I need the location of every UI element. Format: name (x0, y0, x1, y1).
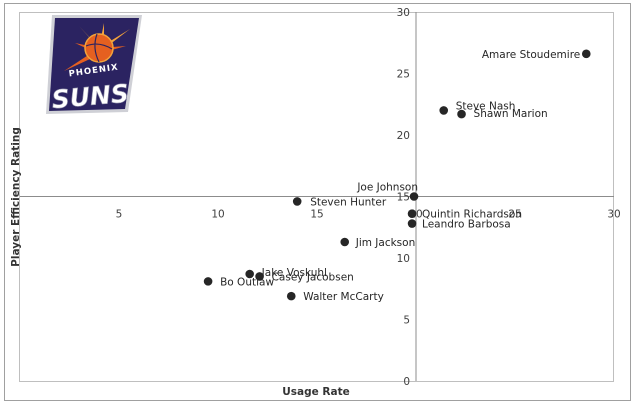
y-tick-label: 15 (397, 192, 410, 204)
data-point (407, 219, 417, 228)
data-point (255, 272, 264, 281)
x-tick-label: 10 (211, 209, 224, 221)
data-label: Casey Jacobsen (272, 271, 354, 283)
logo-shield (49, 18, 139, 111)
logo-main-text: SUNS (51, 79, 130, 115)
sun-icon (84, 33, 114, 63)
data-label: Quintin Richardson (422, 209, 522, 221)
x-tick-label: 30 (607, 209, 620, 221)
data-label: Joe Johnson (356, 182, 418, 194)
data-label: Walter McCarty (303, 291, 384, 303)
data-label: Jake Voskuhl (261, 267, 327, 279)
data-label: Steven Hunter (310, 196, 387, 208)
data-point (340, 237, 350, 247)
x-tick-label: 5 (116, 209, 123, 221)
tick-labels: 51015202530051015202530 (116, 7, 621, 388)
data-label: Jim Jackson (355, 237, 416, 249)
y-tick-label: 5 (403, 315, 410, 327)
y-tick-label: 0 (403, 376, 410, 388)
data-label: Leandro Barbosa (422, 219, 511, 231)
y-tick-label: 30 (397, 7, 410, 19)
x-tick-label: 25 (508, 209, 521, 221)
data-point (245, 269, 254, 279)
x-axis-title: Usage Rate (282, 386, 349, 398)
data-label: Amare Stoudemire (482, 49, 580, 61)
data-label: Steve Nash (456, 100, 516, 112)
data-point (439, 106, 449, 115)
y-tick-label: 10 (397, 253, 410, 265)
data-point (203, 277, 213, 286)
x-tick-label: 15 (310, 209, 323, 221)
data-label: Bo Outlaw (220, 276, 274, 288)
data-point (581, 49, 591, 59)
y-tick-label: 20 (397, 130, 410, 142)
phoenix-suns-logo: PHOENIX SUNS (46, 15, 142, 115)
data-point (457, 109, 466, 119)
data-label: Shawn Marion (474, 108, 548, 120)
y-axis-title: Player Efficiency Rating (10, 127, 22, 267)
data-point (409, 192, 419, 201)
data-point (407, 209, 417, 219)
data-point (292, 197, 302, 206)
data-point (286, 291, 296, 301)
basketball-seams (85, 33, 113, 63)
y-tick-label: 25 (397, 69, 410, 81)
data-points (203, 49, 591, 301)
